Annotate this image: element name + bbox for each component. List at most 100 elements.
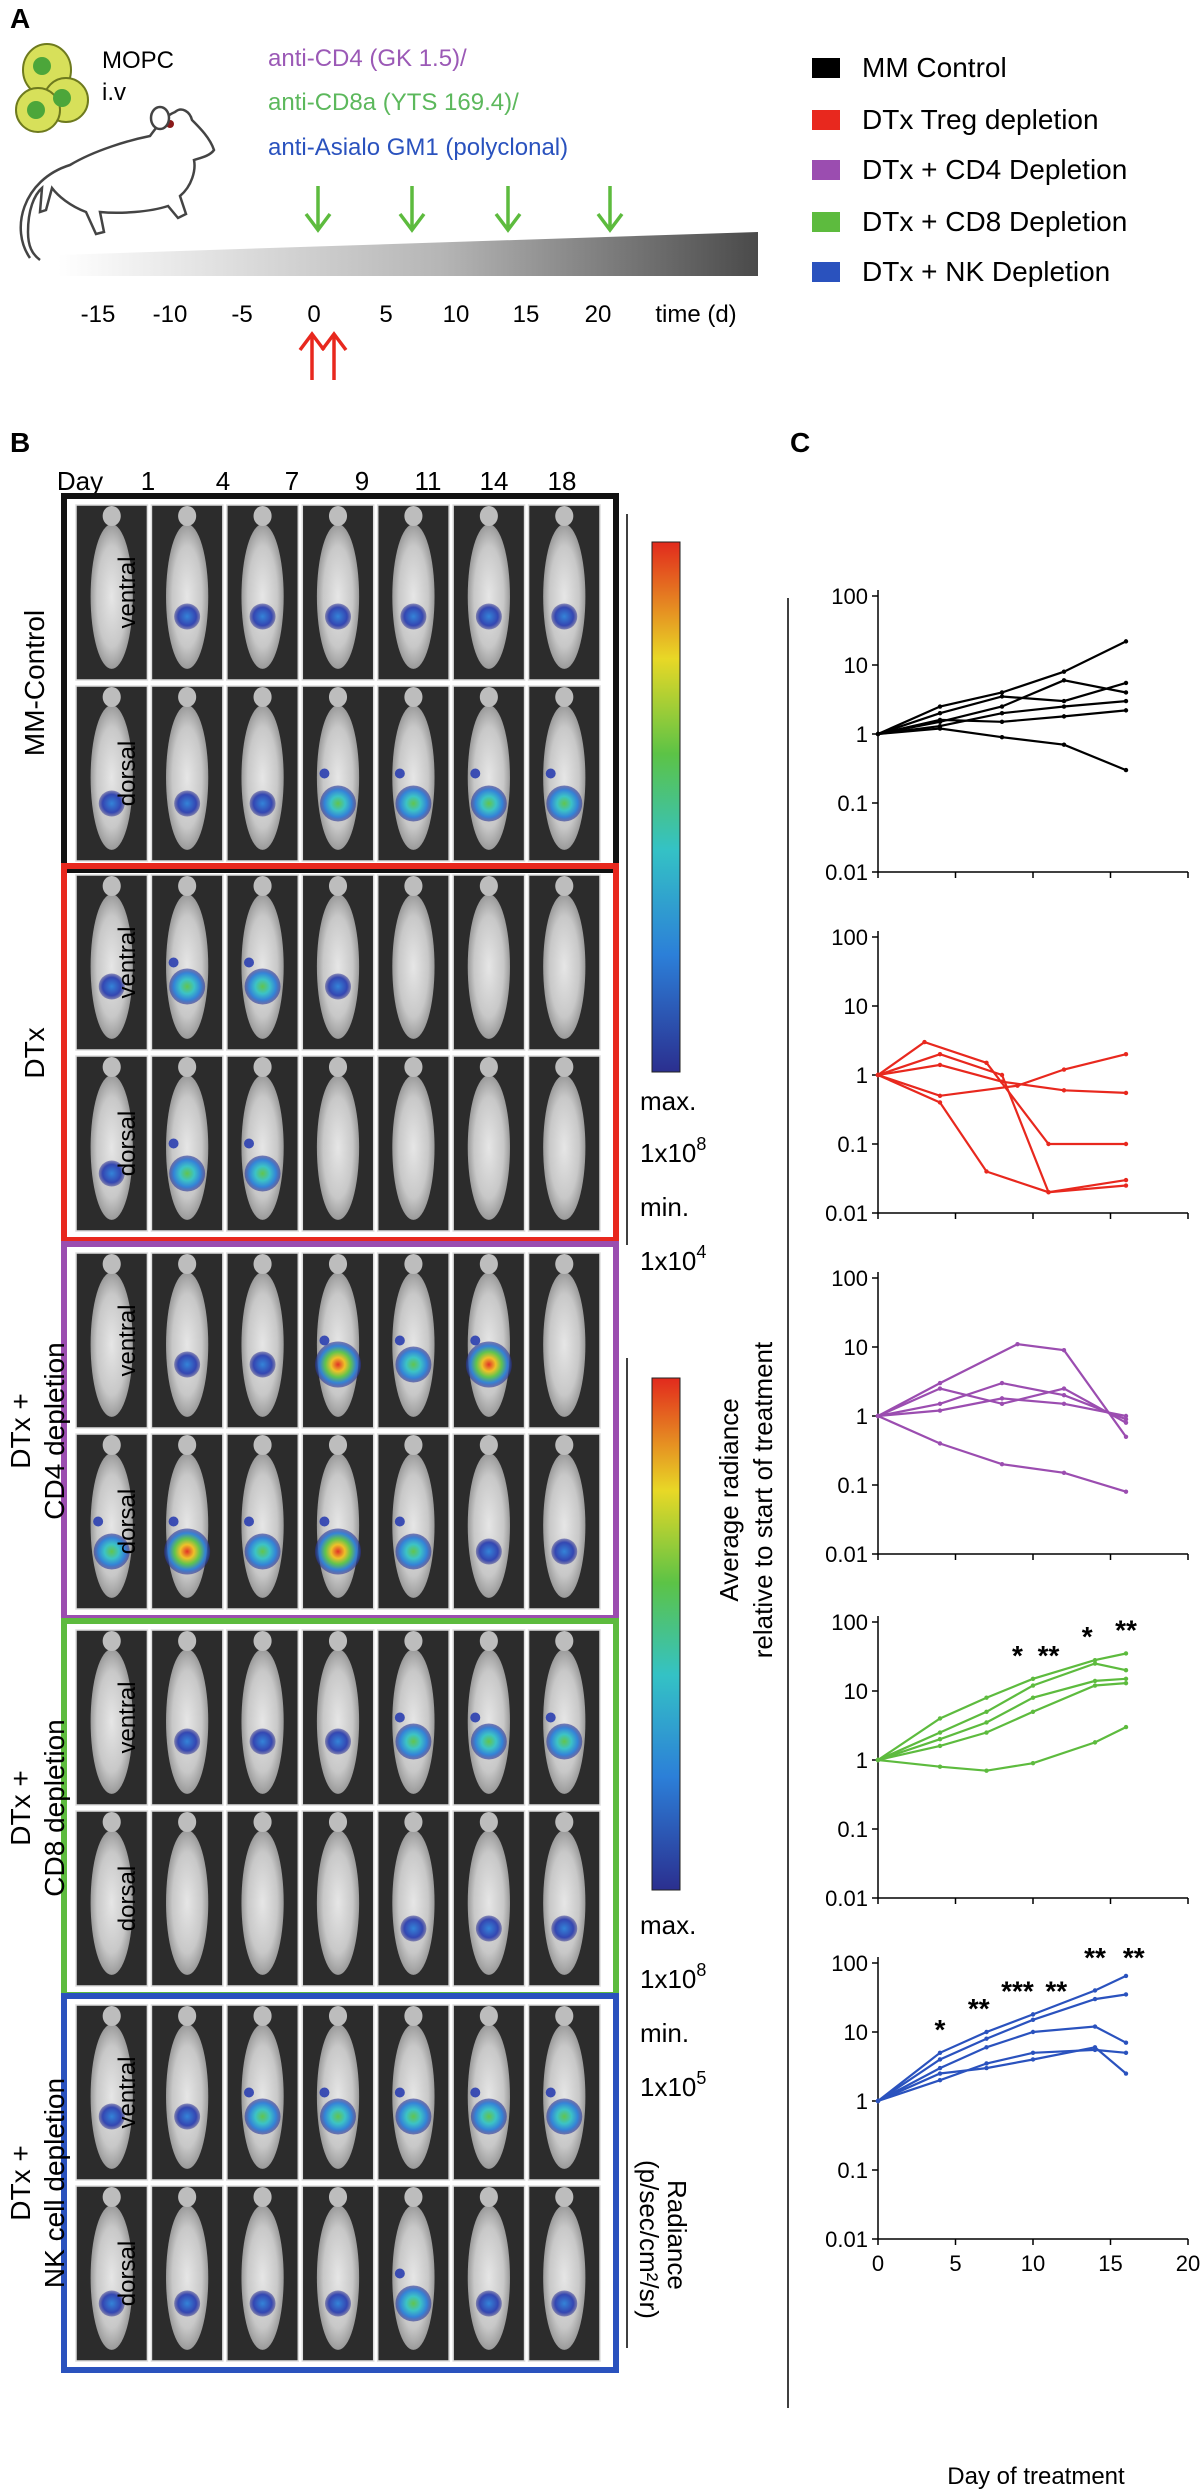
mouse-image	[376, 2185, 450, 2362]
mouse-image	[452, 1629, 526, 1806]
data-point	[1123, 1676, 1129, 1682]
group-border	[61, 493, 619, 873]
group-name: CD4 depletion	[39, 1342, 70, 1519]
data-point	[1061, 1067, 1067, 1072]
data-point	[1123, 767, 1129, 773]
legend-label: DTx + CD8 Depletion	[862, 206, 1127, 237]
legend-swatch	[812, 262, 840, 282]
data-point	[875, 1413, 881, 1419]
data-point	[1123, 2040, 1129, 2045]
y-tick-label: 100	[831, 925, 868, 950]
y-tick-label: 0.1	[837, 791, 868, 816]
data-point	[984, 2036, 989, 2041]
mouse-image	[226, 2004, 300, 2181]
view-label: ventral	[114, 556, 141, 628]
data-point	[1046, 1141, 1051, 1147]
mouse-image	[150, 1433, 224, 1610]
y-tick-label: 0.01	[825, 2227, 868, 2252]
y-tick-label: 1	[856, 1063, 868, 1088]
series-line	[877, 1414, 1127, 1493]
data-point	[1123, 2071, 1129, 2076]
group-border	[61, 1993, 619, 2373]
data-point	[1046, 1190, 1051, 1195]
data-point	[937, 2078, 943, 2083]
radiance-scale: max. 1x108 min. 1x104 max. 1x108 min. 1x…	[626, 514, 706, 2348]
mouse-image	[301, 685, 375, 862]
data-point	[984, 2061, 989, 2066]
scale-max-value: 1x108	[640, 1960, 706, 1994]
data-point	[1030, 2057, 1036, 2062]
data-point	[937, 2057, 943, 2062]
series-line	[877, 1342, 1127, 1438]
colorbar-top	[651, 541, 681, 1073]
mouse-image	[150, 2004, 224, 2181]
data-point	[1123, 1183, 1129, 1188]
y-tick-label: 0.01	[825, 1201, 868, 1226]
data-point	[937, 1764, 943, 1769]
data-point	[1123, 1668, 1129, 1673]
y-tick-label: 0.01	[825, 1542, 868, 1567]
time-axis-label: time (d)	[655, 301, 736, 328]
mouse-image	[75, 2004, 149, 2181]
y-tick-label: 1	[856, 1404, 868, 1429]
mouse-image	[226, 2185, 300, 2362]
view-label: dorsal	[114, 1866, 141, 1931]
mouse-image	[452, 1433, 526, 1610]
x-tick-label: 10	[1021, 2251, 1045, 2276]
data-point	[1123, 1416, 1129, 1422]
view-label: ventral	[114, 2056, 141, 2128]
group-border	[61, 863, 619, 1243]
data-point	[984, 1709, 989, 1714]
data-point	[937, 2065, 943, 2071]
mouse-image	[75, 1810, 149, 1987]
y-tick-label: 100	[831, 1266, 868, 1291]
significance-marker: **	[1038, 1640, 1060, 1671]
y-tick-label: 10	[844, 653, 868, 678]
data-point	[999, 690, 1005, 695]
mouse-image	[301, 2004, 375, 2181]
scale-max-value: 1x108	[640, 1134, 706, 1168]
data-point	[999, 711, 1005, 716]
data-point	[1123, 1434, 1129, 1439]
x-tick-label: 20	[1176, 2251, 1200, 2276]
mouse-image	[376, 685, 450, 862]
x-tick-label: 5	[949, 2251, 961, 2276]
mouse-image	[301, 504, 375, 681]
data-point	[937, 1401, 943, 1407]
mouse-image	[452, 504, 526, 681]
panel-a-label: A	[10, 3, 30, 34]
colorbar-bottom	[651, 1377, 681, 1891]
mouse-image	[527, 874, 601, 1051]
significance-marker: **	[968, 1993, 990, 2024]
mouse-image	[75, 504, 149, 681]
data-point	[1030, 1683, 1036, 1688]
x-axis-title: Day of treatment	[947, 2463, 1125, 2490]
group-name: DTx +	[5, 1770, 36, 1845]
day-label: 18	[548, 466, 577, 496]
data-point	[1092, 1683, 1098, 1688]
data-point	[937, 1380, 943, 1386]
antibody-cd8a: anti-CD8a (YTS 169.4)/	[268, 89, 519, 116]
data-point	[1123, 1973, 1129, 1979]
data-point	[1030, 1709, 1036, 1714]
data-point	[1061, 1088, 1067, 1093]
data-point	[1092, 1657, 1098, 1663]
antibody-cd4: anti-CD4 (GK 1.5)/	[268, 45, 467, 72]
day-label: 9	[355, 466, 369, 496]
mopc-cells-icon	[15, 43, 89, 133]
data-point	[1030, 1695, 1036, 1700]
mouse-image	[452, 2185, 526, 2362]
legend-label: MM Control	[862, 52, 1007, 83]
data-point	[1061, 704, 1067, 709]
series-line	[877, 1662, 1127, 1762]
data-point	[1030, 2012, 1036, 2017]
radiance-units: (p/sec/cm²/sr)	[634, 2160, 664, 2319]
mouse-image	[226, 874, 300, 1051]
treatment-arrows	[304, 186, 624, 233]
mouse-image	[150, 874, 224, 1051]
time-tick: 0	[307, 301, 320, 328]
data-point	[875, 731, 881, 737]
mouse-image	[452, 874, 526, 1051]
legend: MM Control DTx Treg depletion DTx + CD4 …	[812, 52, 1127, 287]
cell-name: MOPC	[102, 47, 174, 74]
